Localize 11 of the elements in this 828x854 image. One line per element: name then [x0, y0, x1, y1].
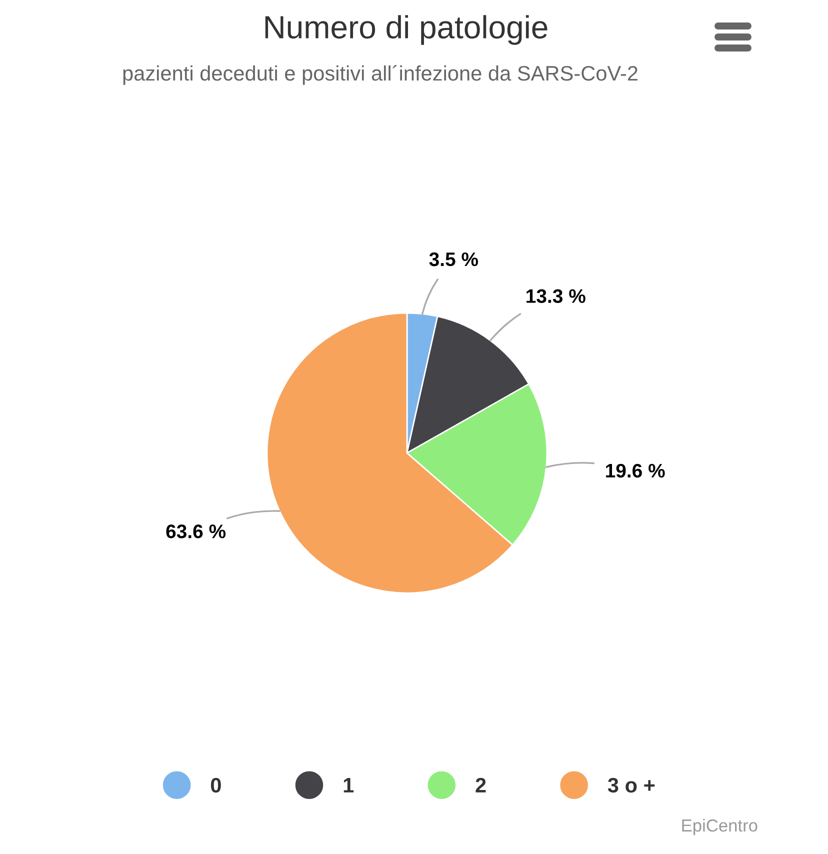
data-label: 19.6 % — [606, 464, 665, 478]
chart-subtitle: pazienti deceduti e positivi all´infezione da SARS-CoV-2 — [123, 65, 638, 85]
legend-label: 1 — [344, 778, 354, 792]
legend-label: 2 — [476, 778, 486, 792]
data-label: 3.5 % — [429, 252, 478, 266]
data-label: 13.3 % — [526, 289, 586, 304]
legend-label: 0 — [210, 778, 221, 793]
data-label: 63.6 % — [166, 524, 226, 538]
legend-label: 3 o + — [608, 778, 655, 793]
chart-title: Numero di patologie — [265, 15, 548, 45]
text: EpiCentro — [682, 818, 758, 836]
